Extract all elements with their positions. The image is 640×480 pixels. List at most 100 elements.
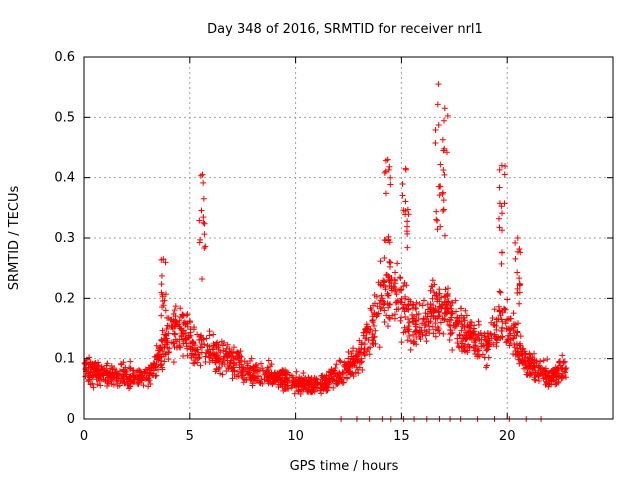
data-point bbox=[318, 381, 325, 388]
data-point bbox=[472, 332, 479, 339]
data-point bbox=[401, 324, 408, 331]
data-point bbox=[210, 342, 217, 349]
data-point bbox=[224, 341, 231, 348]
data-point bbox=[410, 318, 417, 325]
data-point bbox=[378, 282, 385, 289]
data-point bbox=[165, 330, 172, 337]
data-point bbox=[385, 166, 392, 173]
data-point bbox=[384, 156, 391, 163]
data-point bbox=[215, 344, 222, 351]
data-point bbox=[209, 346, 216, 353]
data-point bbox=[234, 349, 241, 356]
data-point bbox=[402, 198, 409, 205]
data-point bbox=[394, 260, 401, 267]
data-point bbox=[404, 244, 411, 251]
data-point bbox=[202, 243, 209, 250]
data-point bbox=[437, 319, 444, 326]
data-point bbox=[145, 375, 152, 382]
data-point bbox=[405, 211, 412, 218]
data-point bbox=[435, 313, 442, 320]
data-point bbox=[333, 361, 340, 368]
data-point bbox=[135, 371, 142, 378]
data-point bbox=[516, 300, 523, 307]
data-point bbox=[202, 353, 209, 360]
data-point bbox=[82, 373, 89, 380]
data-point bbox=[419, 302, 426, 309]
data-point bbox=[191, 324, 198, 331]
data-point bbox=[226, 360, 233, 367]
data-point bbox=[378, 304, 385, 311]
data-point bbox=[145, 383, 152, 390]
data-point bbox=[447, 327, 454, 334]
y-axis-label: SRMTID / TECUs bbox=[7, 186, 22, 291]
data-point bbox=[542, 372, 549, 379]
data-point bbox=[398, 339, 405, 346]
data-point bbox=[344, 374, 351, 381]
data-point bbox=[535, 377, 542, 384]
data-point bbox=[219, 342, 226, 349]
data-point bbox=[279, 372, 286, 379]
data-point bbox=[520, 345, 527, 352]
data-point bbox=[231, 368, 238, 375]
data-point bbox=[437, 161, 444, 168]
data-point bbox=[160, 256, 167, 263]
data-point bbox=[265, 357, 272, 364]
data-point bbox=[553, 376, 560, 383]
data-point bbox=[336, 357, 343, 364]
data-point bbox=[551, 367, 558, 374]
data-point bbox=[164, 322, 171, 329]
data-point bbox=[269, 375, 276, 382]
data-point bbox=[426, 323, 433, 330]
data-point bbox=[189, 344, 196, 351]
data-point bbox=[192, 351, 199, 358]
data-point bbox=[452, 297, 459, 304]
data-point bbox=[436, 298, 443, 305]
data-point bbox=[237, 348, 244, 355]
data-point bbox=[512, 239, 519, 246]
data-point bbox=[255, 372, 262, 379]
y-tick-label: 0.6 bbox=[54, 50, 75, 65]
data-point bbox=[489, 314, 496, 321]
data-point bbox=[546, 378, 553, 385]
data-point bbox=[540, 357, 547, 364]
data-point bbox=[185, 334, 192, 341]
data-point bbox=[198, 207, 205, 214]
data-point bbox=[434, 327, 441, 334]
data-point bbox=[475, 318, 482, 325]
data-point bbox=[258, 376, 265, 383]
data-point bbox=[434, 217, 441, 224]
data-point bbox=[496, 184, 503, 191]
data-point bbox=[361, 341, 368, 348]
data-point bbox=[400, 329, 407, 336]
data-point bbox=[496, 215, 503, 222]
data-point bbox=[391, 311, 398, 318]
data-point bbox=[353, 364, 360, 371]
data-point bbox=[101, 370, 108, 377]
data-point bbox=[92, 360, 99, 367]
data-point bbox=[260, 367, 267, 374]
data-point bbox=[236, 364, 243, 371]
data-point bbox=[202, 359, 209, 366]
data-point bbox=[429, 283, 436, 290]
data-point bbox=[341, 359, 348, 366]
data-point bbox=[358, 359, 365, 366]
data-point bbox=[385, 292, 392, 299]
data-point bbox=[380, 301, 387, 308]
data-point bbox=[425, 306, 432, 313]
data-point bbox=[493, 322, 500, 329]
data-point bbox=[246, 371, 253, 378]
data-point bbox=[483, 364, 490, 371]
data-point bbox=[197, 362, 204, 369]
data-point bbox=[240, 372, 247, 379]
data-point bbox=[498, 249, 505, 256]
data-point bbox=[462, 307, 469, 314]
data-point bbox=[468, 335, 475, 342]
data-point bbox=[387, 181, 394, 188]
data-point bbox=[341, 369, 348, 376]
data-point bbox=[554, 373, 561, 380]
data-point bbox=[153, 342, 160, 349]
data-point bbox=[561, 368, 568, 375]
data-point bbox=[472, 342, 479, 349]
data-point bbox=[496, 288, 503, 295]
data-point bbox=[496, 224, 503, 231]
